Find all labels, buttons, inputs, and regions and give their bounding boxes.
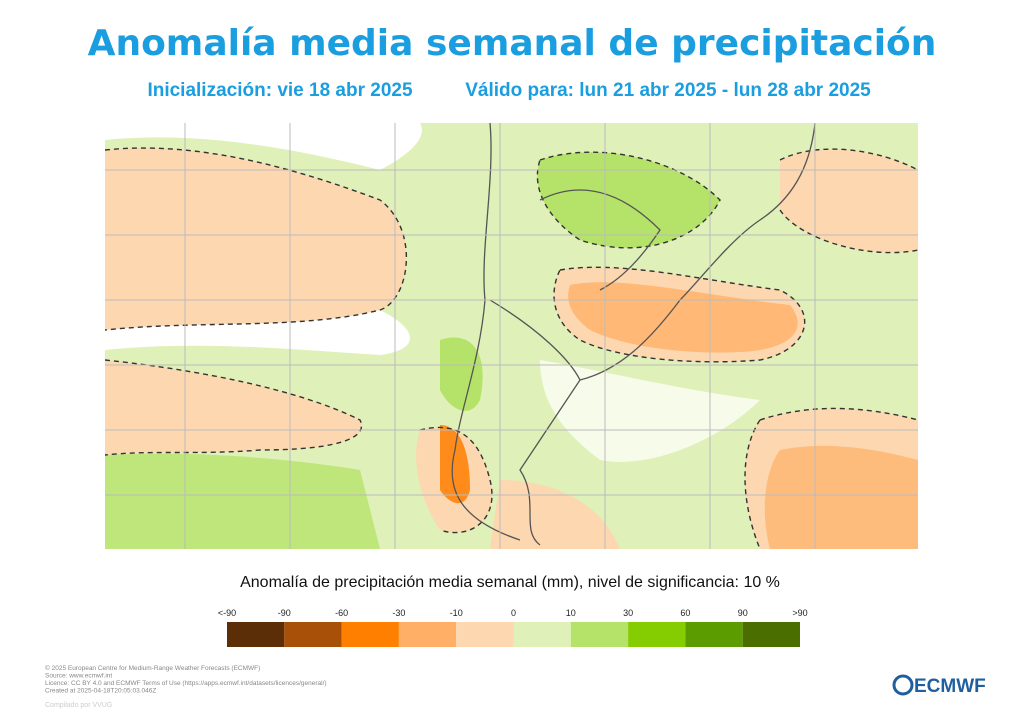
map	[105, 123, 918, 549]
colorbar-label: -90	[278, 608, 291, 618]
graticule	[105, 123, 918, 549]
colorbar-swatch	[398, 622, 457, 647]
logo: ECMWF	[892, 674, 986, 697]
region	[440, 337, 483, 411]
colorbar-swatch	[456, 622, 514, 647]
region	[764, 445, 918, 549]
coastline	[451, 123, 816, 546]
colorbar-label: 30	[623, 608, 633, 618]
colorbar-swatch	[685, 622, 743, 647]
title: Anomalía media semanal de precipitación	[88, 23, 937, 64]
colorbar-label: -60	[335, 608, 348, 618]
colorbar-label: 90	[738, 608, 748, 618]
colorbar: <-90 -90 -60 -30 -10 0 10 30 60 90 >90	[218, 608, 808, 647]
region	[440, 425, 470, 504]
footer: © 2025 European Centre for Medium-Range …	[45, 664, 327, 695]
legend-title: Anomalía de precipitación media semanal …	[240, 574, 780, 591]
colorbar-swatch	[570, 622, 629, 647]
region	[490, 480, 620, 549]
colorbar-swatch	[284, 622, 342, 647]
colorbar-swatch	[227, 622, 285, 647]
colorbar-swatch	[341, 622, 399, 647]
region	[540, 360, 760, 462]
colorbar-label: -30	[392, 608, 405, 618]
logo-text: ECMWF	[914, 676, 986, 697]
colorbar-swatch	[513, 622, 571, 647]
contours	[105, 147, 918, 549]
colorbar-swatch	[742, 622, 800, 647]
compiled: Compilado por VVUG	[45, 702, 112, 709]
region	[105, 148, 407, 330]
colorbar-label: 10	[566, 608, 576, 618]
region	[105, 310, 410, 355]
footer-line: © 2025 European Centre for Medium-Range …	[45, 664, 260, 672]
region	[105, 360, 362, 455]
valid-date: Válido para: lun 21 abr 2025 - lun 28 ab…	[465, 80, 871, 101]
colorbar-swatch	[628, 622, 686, 647]
region	[537, 152, 720, 248]
region	[105, 453, 380, 549]
colorbar-label: 0	[511, 608, 516, 618]
footer-line: Created at 2025-04-18T20:05:03.046Z	[45, 688, 156, 695]
region	[105, 123, 422, 170]
colorbar-label: <-90	[218, 608, 236, 618]
footer-line: Source: www.ecmwf.int	[45, 673, 112, 680]
colorbar-label: 60	[680, 608, 690, 618]
colorbar-label: -10	[450, 608, 463, 618]
init-date: Inicialización: vie 18 abr 2025	[147, 80, 413, 101]
footer-line: Licence: CC BY 4.0 and ECMWF Terms of Us…	[45, 680, 327, 687]
colorbar-label: >90	[792, 608, 807, 618]
